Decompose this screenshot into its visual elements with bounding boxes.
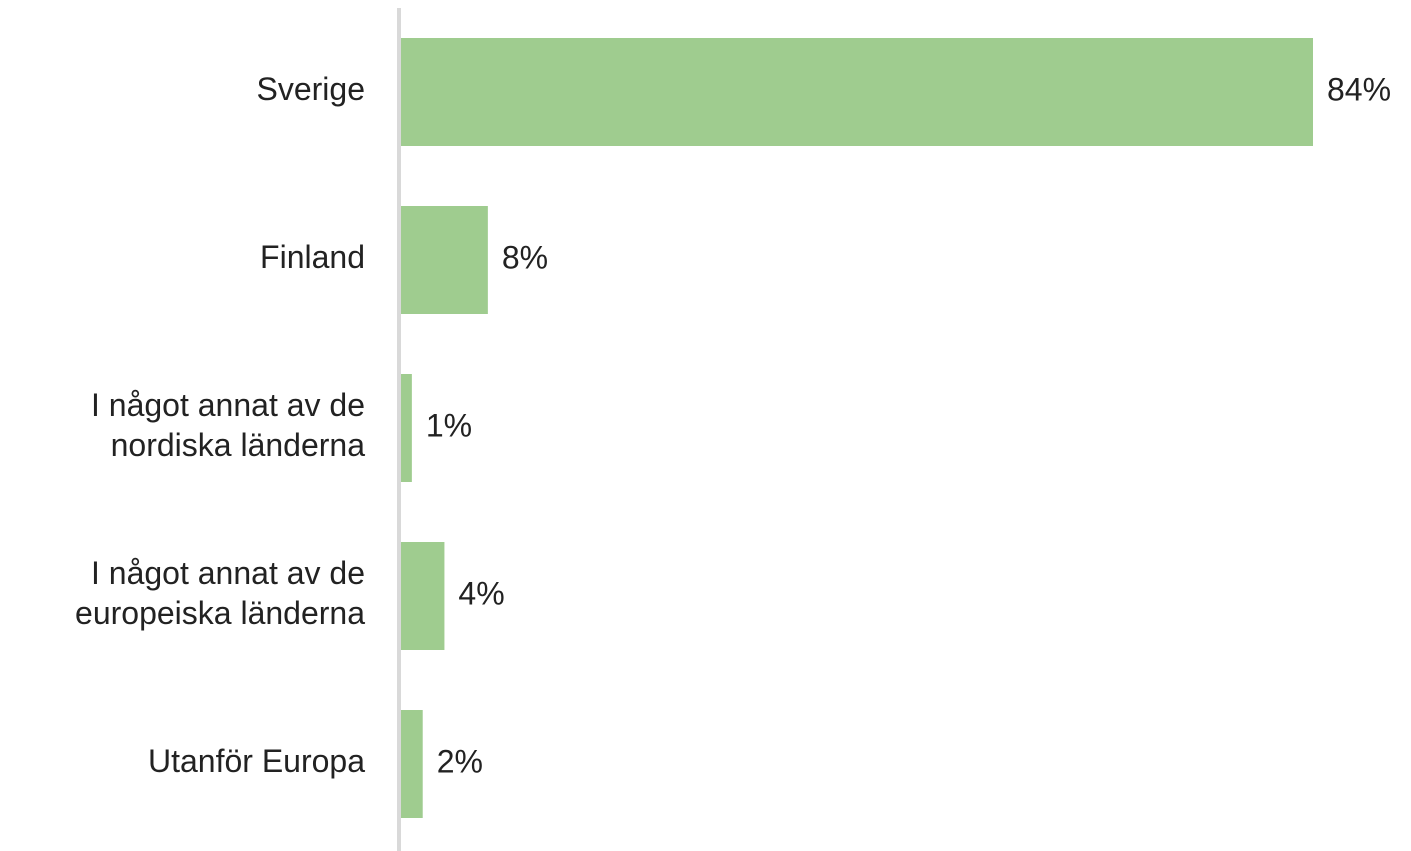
bar <box>401 710 423 818</box>
category-label: Sverige <box>257 71 366 107</box>
bar <box>401 374 412 482</box>
category-label: I något annat av de europeiska länderna <box>75 555 365 631</box>
value-label: 8% <box>502 239 548 275</box>
bar <box>401 542 445 650</box>
category-label: Finland <box>260 239 365 275</box>
bar <box>401 206 488 314</box>
bar <box>401 38 1313 146</box>
value-label: 2% <box>437 743 483 779</box>
value-label: 1% <box>426 407 472 443</box>
value-label: 84% <box>1327 71 1391 107</box>
category-label: Utanför Europa <box>148 743 365 779</box>
value-label: 4% <box>458 575 504 611</box>
category-label: I något annat av de nordiska länderna <box>91 387 365 463</box>
